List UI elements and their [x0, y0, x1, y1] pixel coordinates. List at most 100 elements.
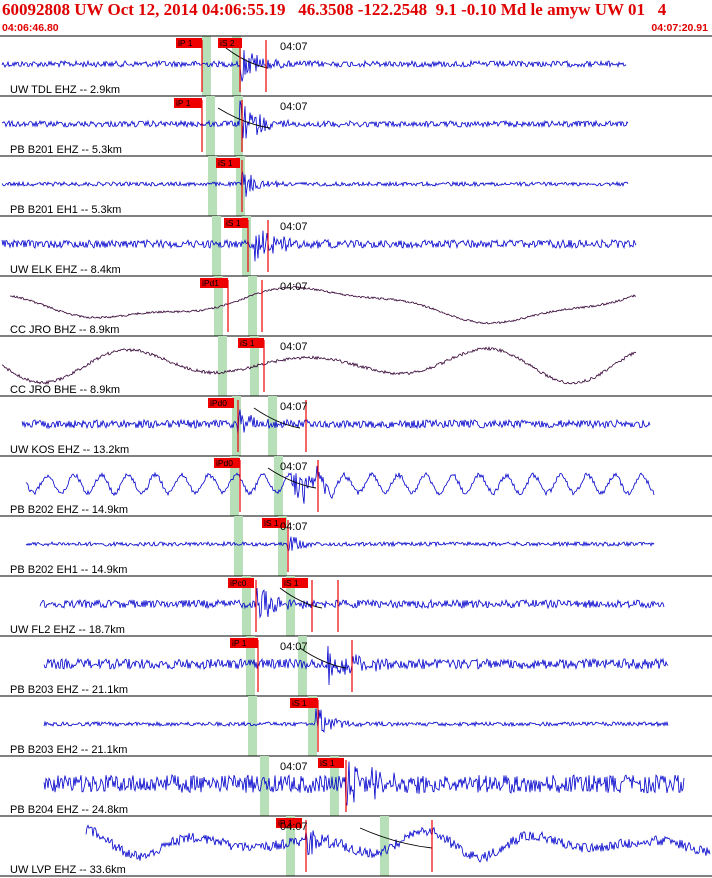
- waveform-trace: [1, 230, 637, 262]
- pick-box: [218, 38, 242, 48]
- pick-box: [290, 698, 318, 708]
- station-label: PB B202 EHZ -- 14.9km: [10, 504, 128, 516]
- phase-window: [248, 696, 257, 756]
- pick-label: iS 1: [226, 218, 241, 228]
- trace-row[interactable]: iS 1 04:07 PB B202 EH1 -- 14.9km: [0, 516, 712, 577]
- trace-row[interactable]: iP 1 iS 2 04:07 UW TDL EHZ -- 2.9km: [0, 36, 712, 97]
- coda-curve: [267, 467, 317, 489]
- phase-pick[interactable]: iPd0: [214, 458, 240, 468]
- pick-box: [238, 338, 264, 348]
- pick-box: [214, 458, 240, 468]
- phase-pick[interactable]: iPd1: [200, 278, 228, 288]
- phase-window: [248, 276, 257, 336]
- minute-mark-label: 04:07: [280, 401, 308, 413]
- pick-box: [262, 518, 286, 528]
- trace-row[interactable]: iS 1 PB B201 EH1 -- 5.3km: [0, 156, 712, 217]
- phase-window: [234, 516, 243, 576]
- station-label: CC JRO BHE -- 8.9km: [10, 384, 120, 396]
- coda-curve: [359, 827, 433, 849]
- pick-label: iS 1: [292, 698, 307, 708]
- phase-pick[interactable]: iS 1: [282, 578, 308, 588]
- pick-box: [216, 158, 240, 168]
- waveform-trace: [1, 50, 627, 82]
- phase-window: [286, 576, 295, 636]
- trace-row[interactable]: iPd0 04:07 PB B202 EHZ -- 14.9km: [0, 456, 712, 517]
- trace-row[interactable]: iPd0 04:07 UW KOS EHZ -- 13.2km: [0, 396, 712, 457]
- coda-curve: [217, 107, 271, 129]
- pick-box: [228, 578, 254, 588]
- station-label: UW LVP EHZ -- 33.6km: [10, 864, 126, 876]
- phase-window: [230, 456, 239, 516]
- trace-row[interactable]: iP 1 04:07 PB B203 EHZ -- 21.1km: [0, 636, 712, 697]
- coda-curve: [225, 47, 269, 69]
- pick-box: [176, 38, 202, 48]
- pick-box: [282, 578, 308, 588]
- phase-pick[interactable]: iP 1: [230, 638, 258, 648]
- pick-label: iP 1: [178, 38, 193, 48]
- phase-pick[interactable]: iS 2: [218, 38, 242, 48]
- minute-mark-label: 04:07: [280, 461, 308, 473]
- station-label: UW TDL EHZ -- 2.9km: [10, 84, 120, 96]
- minute-mark-label: 04:07: [280, 341, 308, 353]
- minute-mark-label: 04:07: [280, 41, 308, 53]
- phase-pick[interactable]: iS 1: [238, 338, 264, 348]
- phase-pick[interactable]: iP 1: [174, 98, 202, 108]
- minute-mark-label: 04:07: [280, 101, 308, 113]
- waveform-trace: [9, 286, 637, 325]
- phase-pick[interactable]: iP 1: [276, 818, 302, 828]
- phase-pick[interactable]: iS 1: [290, 698, 318, 708]
- phase-pick[interactable]: iS 1: [224, 218, 248, 228]
- station-label: PB B202 EH1 -- 14.9km: [10, 564, 127, 576]
- phase-pick[interactable]: iS 1: [318, 758, 344, 768]
- minute-mark-label: 04:07: [280, 521, 308, 533]
- phase-window: [232, 36, 241, 96]
- event-title: 60092808 UW Oct 12, 2014 04:06:55.19 46.…: [2, 0, 667, 19]
- pick-label: iS 2: [220, 38, 235, 48]
- phase-pick[interactable]: iP 1: [176, 38, 202, 48]
- phase-window: [260, 756, 269, 816]
- waveform-trace: [1, 346, 637, 385]
- phase-window: [212, 216, 221, 276]
- pick-label: iS 1: [264, 518, 279, 528]
- phase-window: [278, 516, 287, 576]
- trace-row[interactable]: iPd1 04:07 CC JRO BHZ -- 8.9km: [0, 276, 712, 337]
- window-end-time: 04:07:20.91: [651, 22, 708, 34]
- pick-label: iS 1: [284, 578, 299, 588]
- pick-box: [276, 818, 302, 828]
- coda-curve: [299, 647, 347, 669]
- coda-curve: [253, 407, 301, 429]
- phase-window: [234, 96, 243, 156]
- waveform-trace: [43, 708, 669, 734]
- trace-row[interactable]: iP 104:07 UW LVP EHZ -- 33.6km: [0, 816, 712, 877]
- phase-window: [208, 156, 217, 216]
- trace-row[interactable]: iS 1 04:07 PB B204 EHZ -- 24.8km: [0, 756, 712, 817]
- phase-pick[interactable]: iS 1: [216, 158, 240, 168]
- window-start-time: 04:06:46.80: [2, 22, 59, 34]
- trace-row[interactable]: iPc0 iS 1 UW FL2 EHZ -- 18.7km: [0, 576, 712, 637]
- phase-pick[interactable]: iS 1: [262, 518, 286, 528]
- waveform-trace: [25, 465, 655, 504]
- pick-box: [174, 98, 202, 108]
- waveform-trace: [25, 536, 655, 552]
- pick-label: iPd1: [202, 278, 219, 288]
- waveform-trace: [1, 100, 629, 139]
- phase-pick[interactable]: iPc0: [228, 578, 254, 588]
- waveform-trace: [43, 645, 669, 686]
- phase-window: [236, 156, 245, 216]
- pick-label: iP 1: [278, 818, 293, 828]
- phase-pick[interactable]: iPd0: [208, 398, 234, 408]
- pick-box: [318, 758, 344, 768]
- pick-label: iP 1: [176, 98, 191, 108]
- trace-row[interactable]: iS 1 04:07 UW ELK EHZ -- 8.4km: [0, 216, 712, 277]
- minute-mark-label: 04:07: [280, 641, 308, 653]
- pick-label: iP 1: [232, 638, 247, 648]
- phase-window: [246, 636, 255, 696]
- trace-row[interactable]: iP 1 04:07 PB B201 EHZ -- 5.3km: [0, 96, 712, 157]
- trace-row[interactable]: iS 1 PB B203 EH2 -- 21.1km: [0, 696, 712, 757]
- phase-window: [274, 456, 283, 516]
- phase-window: [232, 396, 241, 456]
- trace-row[interactable]: iS 1 04:07 CC JRO BHE -- 8.9km: [0, 336, 712, 397]
- phase-window: [214, 276, 223, 336]
- station-label: PB B201 EHZ -- 5.3km: [10, 144, 122, 156]
